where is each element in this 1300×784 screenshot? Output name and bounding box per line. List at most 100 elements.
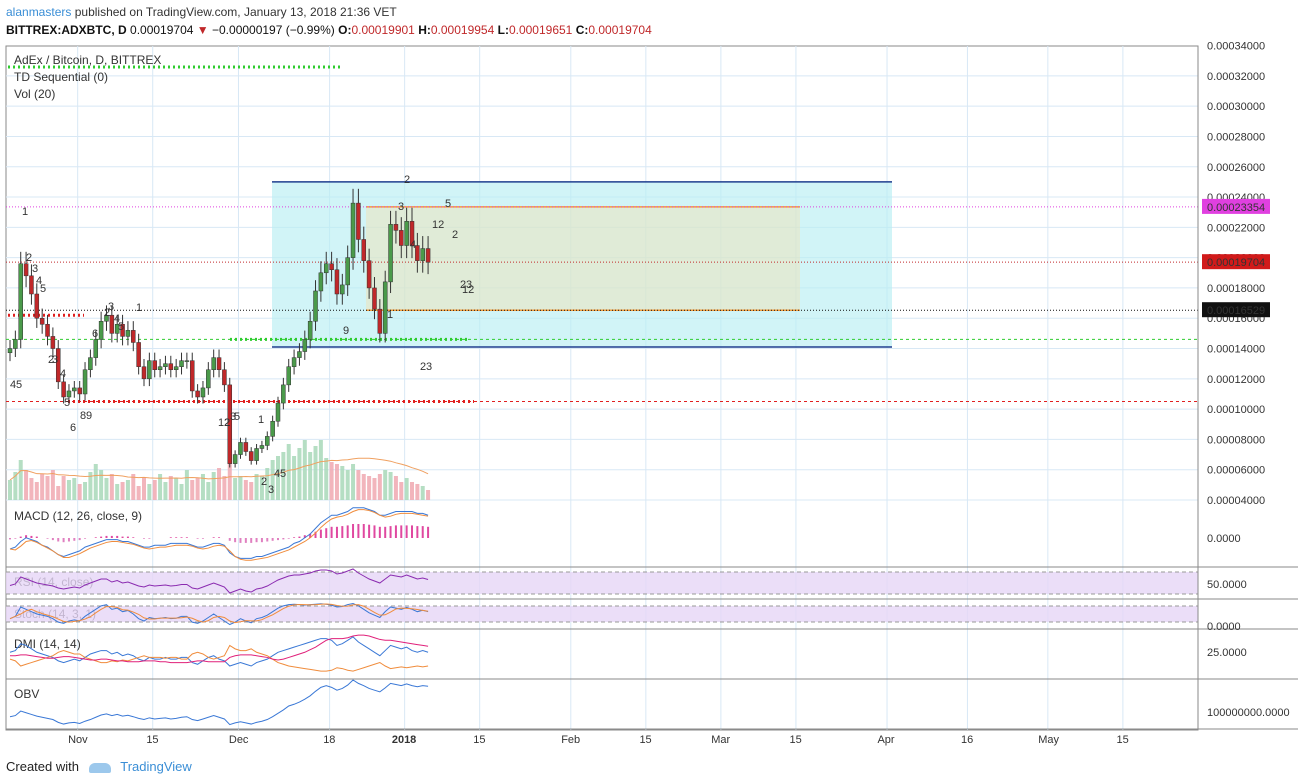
- candle-body: [415, 245, 420, 261]
- candle-body: [189, 360, 195, 392]
- td-count-buy: 12: [432, 219, 444, 231]
- x-tick-label: 2018: [392, 734, 416, 746]
- low-label: L:: [497, 23, 509, 37]
- panel-title-obv: OBV: [14, 687, 39, 701]
- td-count-sell: 5: [64, 397, 70, 409]
- td-count-sell: 3: [466, 279, 472, 291]
- volume-bar: [184, 470, 189, 500]
- volume-bar: [56, 486, 61, 500]
- td-count-sell: 5: [16, 379, 22, 391]
- candle-body: [302, 339, 308, 352]
- macd-zero-tick: 0.0000: [1207, 533, 1241, 545]
- candle-body: [114, 324, 120, 334]
- candle-body: [184, 360, 190, 362]
- panel-title-macd: MACD (12, 26, close, 9): [14, 509, 142, 523]
- candle-body: [425, 248, 431, 263]
- td-count-buy: 3: [108, 301, 114, 313]
- candle-body: [211, 357, 216, 370]
- candle-body: [168, 363, 174, 370]
- volume-bar: [345, 470, 350, 500]
- td-count-buy: 5: [118, 321, 124, 333]
- candle-body: [157, 366, 163, 370]
- candle-body: [34, 293, 40, 319]
- obv-line: [9, 679, 429, 726]
- y-tick-label: 0.00032000: [1207, 71, 1265, 83]
- candle-body: [77, 387, 82, 395]
- td-count-buy: 4: [114, 313, 120, 325]
- volume-bar: [109, 474, 114, 500]
- chart-header: alanmasters published on TradingView.com…: [0, 0, 1300, 44]
- td-count-buy: 9: [343, 325, 349, 337]
- dmi-tick: 25.0000: [1207, 647, 1247, 659]
- price-tag: 0.00016529: [1202, 302, 1270, 318]
- td-count-buy: 5: [40, 283, 46, 295]
- dmi-minus-line: [9, 644, 429, 672]
- volume-bar: [308, 452, 313, 500]
- volume-bar: [179, 484, 184, 500]
- volume-bar: [40, 474, 45, 500]
- volume-bar: [243, 480, 248, 500]
- candle-body: [141, 366, 147, 380]
- author-link[interactable]: alanmasters: [6, 5, 72, 19]
- candle-body: [420, 248, 425, 261]
- y-tick-label: 0.00026000: [1207, 162, 1265, 174]
- td-count-buy: 2: [104, 307, 110, 319]
- candle-body: [50, 336, 56, 349]
- obv-tick: 100000000.0000: [1207, 707, 1290, 719]
- x-tick-label: May: [1038, 734, 1059, 746]
- volume-bar: [259, 476, 264, 500]
- volume-bar: [227, 460, 232, 500]
- td-count-sell: 1: [258, 414, 264, 426]
- candle-body: [356, 202, 361, 240]
- volume-bar: [99, 470, 104, 500]
- candle-body: [120, 324, 125, 337]
- candle-body: [366, 260, 372, 289]
- candle-body: [216, 357, 222, 370]
- candle-body: [297, 351, 302, 358]
- volume-bar: [115, 484, 120, 500]
- candle-body: [39, 317, 45, 325]
- x-tick-label: Dec: [229, 734, 249, 746]
- candle-body: [104, 314, 109, 322]
- y-tick-label: 0.00034000: [1207, 41, 1265, 53]
- price-tag-bg: [1202, 198, 1270, 214]
- volume-bar: [200, 474, 205, 500]
- volume-bar: [324, 458, 329, 500]
- td-count-sell: 2: [224, 417, 230, 429]
- td-count-sell: 12: [218, 417, 230, 429]
- candle-body: [152, 360, 157, 370]
- volume-bar: [420, 486, 425, 500]
- volume-bar: [410, 482, 414, 500]
- candle-body: [248, 451, 254, 461]
- td-count-sell: 4: [60, 368, 66, 380]
- volume-bar: [404, 478, 409, 500]
- candle-body: [345, 257, 350, 286]
- td-count-sell: 1: [387, 309, 393, 321]
- y-tick-label: 0.00018000: [1207, 283, 1265, 295]
- candle-body: [340, 284, 345, 295]
- volume-bar: [302, 440, 307, 500]
- macd-line: [9, 507, 429, 559]
- candle-body: [82, 369, 88, 395]
- adx-line: [10, 634, 429, 664]
- candle-body: [318, 272, 324, 292]
- candle-body: [238, 442, 243, 455]
- candle-body: [13, 339, 18, 349]
- tradingview-brand-link[interactable]: TradingView: [120, 759, 192, 774]
- td-count-buy: 1: [136, 302, 142, 314]
- x-tick-label: 15: [473, 734, 485, 746]
- price-tag-bg: [1202, 254, 1270, 270]
- td-count-buy: 2: [452, 229, 458, 241]
- td-count-buy: 6: [92, 328, 98, 340]
- volume-bar: [270, 460, 275, 500]
- x-tick-label: Mar: [711, 734, 730, 746]
- high-label: H:: [418, 23, 431, 37]
- volume-bar: [297, 448, 302, 500]
- volume-bar: [50, 470, 55, 500]
- candle-body: [350, 202, 356, 258]
- volume-bar: [125, 480, 130, 500]
- footer: Created with TradingView: [6, 759, 192, 774]
- candle-body: [61, 381, 66, 398]
- candle-body: [18, 263, 23, 340]
